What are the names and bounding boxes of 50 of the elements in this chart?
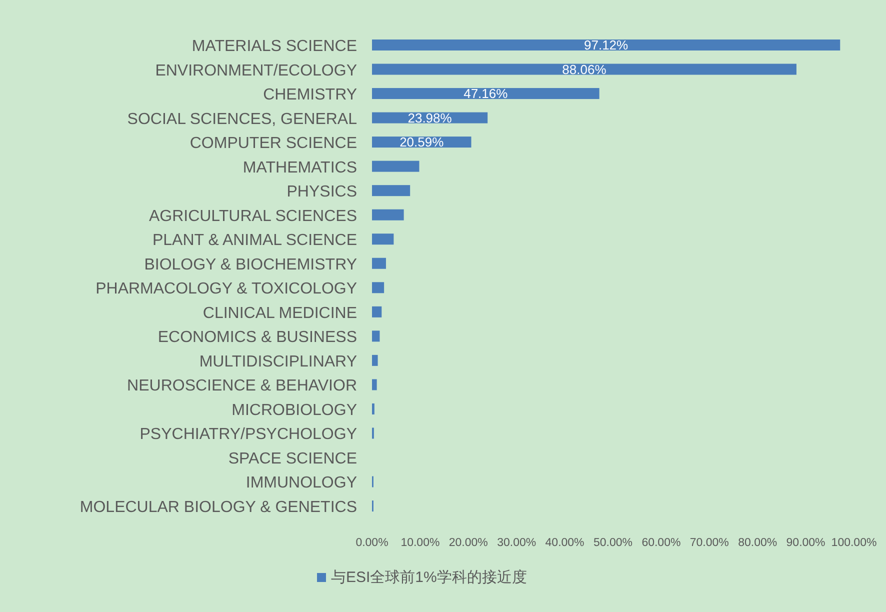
y-tick-label: CLINICAL MEDICINE xyxy=(202,304,357,322)
y-tick-label: ENVIRONMENT/ECOLOGY xyxy=(155,62,358,80)
data-label: 23.98% xyxy=(408,110,452,126)
y-tick-label: COMPUTER SCIENCE xyxy=(190,135,357,152)
x-tick-label: 40.00% xyxy=(545,537,584,549)
data-label: 47.16% xyxy=(464,86,508,102)
bar xyxy=(372,40,840,50)
bar xyxy=(372,209,404,220)
y-tick-label: CHEMISTRY xyxy=(263,86,358,104)
x-tick-label: 10.00% xyxy=(400,537,440,549)
y-tick-label: AGRICULTURAL SCIENCES xyxy=(148,208,357,225)
legend: 与ESI全球前1%学科的接近度 xyxy=(317,569,527,586)
x-tick-label: 50.00% xyxy=(593,537,633,549)
y-tick-label: MICROBIOLOGY xyxy=(232,402,358,419)
data-label: 97.12% xyxy=(584,38,629,52)
bar xyxy=(372,306,382,318)
y-tick-label: ECONOMICS & BUSINESS xyxy=(158,329,357,346)
x-tick-label: 60.00% xyxy=(642,537,681,549)
y-tick-label: PLANT & ANIMAL SCIENCE xyxy=(152,232,357,250)
y-tick-label: BIOLOGY & BIOCHEMISTRY xyxy=(144,256,358,274)
x-tick-label: 100.00% xyxy=(831,537,877,549)
y-tick-label: PHYSICS xyxy=(286,184,357,201)
y-tick-label: MATHEMATICS xyxy=(242,159,357,176)
y-tick-label: NEUROSCIENCE & BEHAVIOR xyxy=(127,378,357,395)
x-tick-label: 70.00% xyxy=(690,537,729,549)
y-tick-label: MOLECULAR BIOLOGY & GENETICS xyxy=(80,499,357,516)
bar xyxy=(372,64,796,75)
x-tick-label: 30.00% xyxy=(497,537,536,549)
bar xyxy=(372,379,377,390)
data-label: 88.06% xyxy=(562,62,607,77)
y-tick-label: MULTIDISCIPLINARY xyxy=(199,353,358,370)
y-tick-label: PHARMACOLOGY & TOXICOLOGY xyxy=(96,280,358,298)
bar xyxy=(372,258,386,269)
bar xyxy=(372,160,420,172)
x-tick-label: 0.00% xyxy=(356,537,388,549)
data-label: 20.59% xyxy=(400,134,444,150)
x-tick-label: 90.00% xyxy=(786,537,826,549)
y-tick-label: IMMUNOLOGY xyxy=(246,474,358,492)
y-tick-label: SOCIAL SCIENCES, GENERAL xyxy=(127,110,358,128)
x-tick-label: 80.00% xyxy=(738,537,778,549)
y-tick-label: SPACE SCIENCE xyxy=(228,450,357,468)
bar xyxy=(372,330,380,342)
bar xyxy=(372,282,384,294)
bar xyxy=(372,354,378,366)
x-tick-label: 20.00% xyxy=(448,537,488,549)
y-tick-label: MATERIALS SCIENCE xyxy=(192,38,357,55)
bar xyxy=(372,234,394,245)
y-tick-label: PSYCHIATRY/PSYCHOLOGY xyxy=(140,426,358,444)
bar xyxy=(372,88,600,100)
bar xyxy=(372,185,410,196)
